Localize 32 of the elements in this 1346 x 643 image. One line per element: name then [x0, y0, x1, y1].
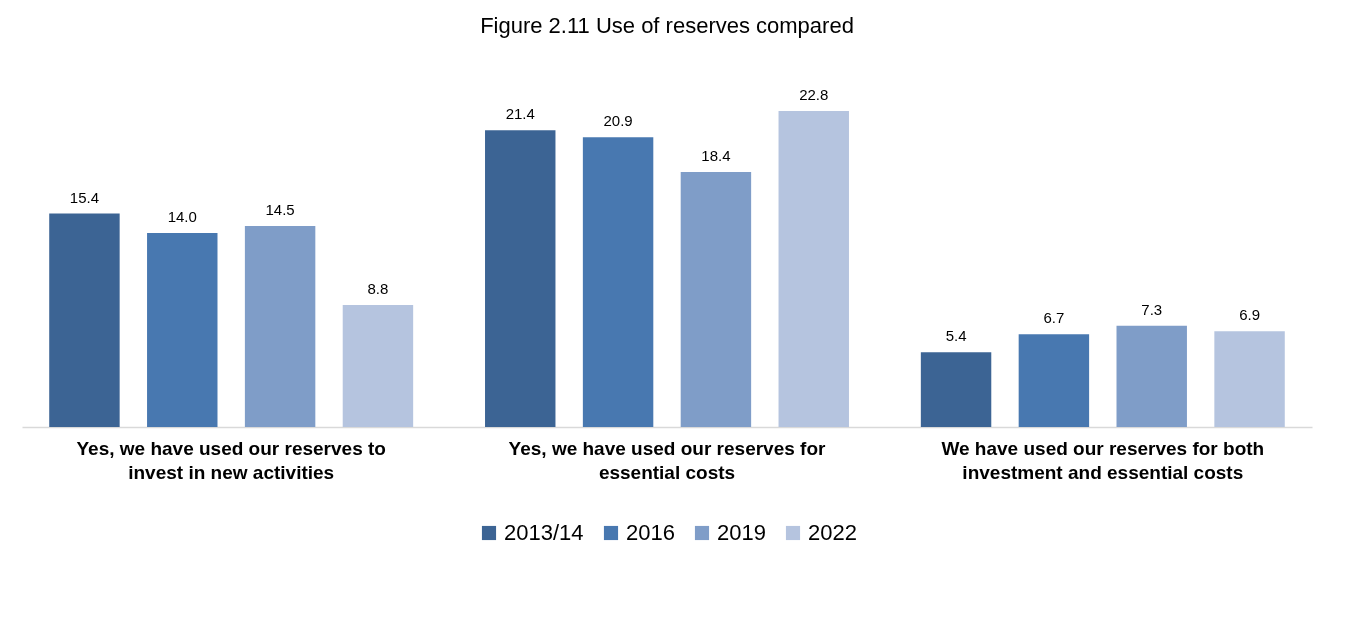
legend-label: 2016 [626, 520, 675, 545]
bar [342, 305, 414, 427]
bar [485, 130, 556, 427]
x-tick-label: Yes, we have used our reserves for essential costs [508, 437, 827, 483]
data-label: 6.7 [1043, 309, 1065, 327]
data-label: 22.8 [799, 85, 829, 103]
data-label: 20.9 [603, 112, 633, 130]
legend-label: 2013/14 [504, 520, 584, 545]
data-label: 6.9 [1239, 306, 1260, 324]
chart-title: Figure 2.11 Use of reserves compared [480, 12, 854, 38]
x-tick-label: Yes, we have used our reserves to invest in new activities [76, 437, 386, 483]
legend-label: 2019 [717, 520, 766, 545]
legend-label: 2022 [808, 520, 857, 545]
data-label: 21.4 [505, 105, 535, 123]
bar [778, 110, 849, 427]
data-label: 8.8 [367, 280, 389, 298]
bar [680, 171, 752, 427]
bar [244, 226, 316, 427]
bar [582, 137, 654, 427]
bar [147, 232, 218, 427]
x-tick-label: We have used our reserves for both investment and essential costs [941, 437, 1265, 483]
data-label: 14.0 [167, 207, 197, 225]
data-label: 18.4 [701, 146, 731, 164]
data-label: 5.4 [945, 327, 967, 345]
bar [1214, 331, 1285, 427]
bar [920, 352, 992, 427]
data-label: 7.3 [1141, 300, 1163, 318]
data-label: 15.4 [69, 188, 100, 206]
bar [1018, 334, 1090, 427]
data-label: 14.5 [265, 201, 295, 219]
bar [1116, 325, 1187, 427]
bar [49, 213, 120, 427]
